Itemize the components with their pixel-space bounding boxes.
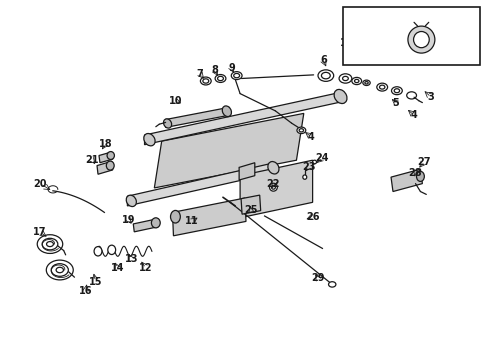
Ellipse shape	[171, 210, 180, 223]
Polygon shape	[133, 219, 158, 232]
Text: 7: 7	[196, 69, 203, 79]
Ellipse shape	[46, 260, 74, 280]
Text: 20: 20	[33, 179, 47, 189]
Ellipse shape	[339, 74, 352, 83]
Ellipse shape	[313, 160, 317, 164]
Text: 23: 23	[302, 162, 316, 172]
Text: 16: 16	[79, 286, 93, 296]
Ellipse shape	[268, 162, 279, 174]
Ellipse shape	[215, 75, 226, 82]
Text: 12: 12	[139, 263, 153, 273]
Ellipse shape	[231, 72, 242, 80]
Ellipse shape	[203, 79, 209, 83]
Text: 27: 27	[417, 157, 431, 167]
Ellipse shape	[126, 195, 136, 207]
Ellipse shape	[56, 267, 64, 273]
Polygon shape	[97, 161, 113, 174]
Ellipse shape	[303, 175, 307, 179]
Text: 24: 24	[316, 153, 329, 163]
Ellipse shape	[343, 76, 348, 81]
Ellipse shape	[108, 245, 116, 255]
Polygon shape	[239, 163, 255, 180]
Ellipse shape	[107, 152, 115, 159]
Text: 9: 9	[228, 63, 235, 73]
Text: 29: 29	[311, 273, 324, 283]
Ellipse shape	[363, 80, 370, 85]
Ellipse shape	[334, 89, 347, 104]
Ellipse shape	[144, 134, 155, 146]
Ellipse shape	[365, 82, 368, 84]
Ellipse shape	[414, 31, 429, 48]
Text: 11: 11	[185, 216, 199, 226]
Ellipse shape	[379, 85, 385, 89]
Text: 19: 19	[122, 215, 135, 225]
Ellipse shape	[407, 92, 416, 99]
Ellipse shape	[151, 218, 160, 228]
Ellipse shape	[297, 127, 306, 134]
Ellipse shape	[318, 70, 334, 81]
Polygon shape	[99, 152, 113, 163]
Ellipse shape	[352, 77, 362, 85]
Text: 2: 2	[384, 9, 391, 19]
Ellipse shape	[355, 79, 359, 83]
Polygon shape	[172, 198, 246, 236]
Text: 4: 4	[411, 110, 417, 120]
Polygon shape	[241, 195, 261, 214]
Ellipse shape	[47, 242, 53, 247]
Ellipse shape	[408, 26, 435, 53]
Text: 17: 17	[33, 227, 47, 237]
Text: 26: 26	[306, 212, 319, 222]
Ellipse shape	[271, 185, 275, 189]
Ellipse shape	[377, 83, 388, 91]
Text: 4: 4	[308, 132, 315, 142]
Text: 14: 14	[111, 263, 124, 273]
Text: 10: 10	[169, 96, 182, 106]
Text: 8: 8	[211, 65, 218, 75]
Ellipse shape	[234, 73, 240, 78]
Text: 5: 5	[392, 98, 399, 108]
Text: 13: 13	[124, 254, 138, 264]
Text: 3: 3	[428, 92, 435, 102]
Ellipse shape	[200, 77, 211, 85]
Ellipse shape	[106, 161, 114, 170]
Polygon shape	[145, 92, 343, 145]
Ellipse shape	[329, 282, 336, 287]
Ellipse shape	[94, 247, 102, 256]
Ellipse shape	[394, 89, 400, 93]
Ellipse shape	[299, 129, 303, 132]
Text: 28: 28	[409, 168, 422, 178]
Polygon shape	[391, 169, 422, 192]
Text: 21: 21	[85, 155, 99, 165]
Text: 25: 25	[244, 204, 258, 215]
Polygon shape	[166, 107, 229, 127]
Text: 22: 22	[267, 179, 280, 189]
Text: 1: 1	[340, 38, 346, 48]
Ellipse shape	[42, 238, 58, 250]
Ellipse shape	[164, 119, 171, 128]
Ellipse shape	[218, 76, 223, 81]
Bar	[343, 7, 480, 65]
Ellipse shape	[37, 235, 63, 253]
Ellipse shape	[222, 106, 231, 117]
Text: 6: 6	[320, 55, 327, 66]
Polygon shape	[127, 163, 274, 206]
Ellipse shape	[270, 183, 277, 191]
Ellipse shape	[392, 87, 402, 95]
Ellipse shape	[416, 171, 424, 181]
Ellipse shape	[321, 72, 330, 79]
Polygon shape	[240, 160, 313, 218]
Text: 15: 15	[89, 276, 102, 287]
Text: 18: 18	[98, 139, 112, 149]
Ellipse shape	[51, 264, 68, 276]
Polygon shape	[154, 113, 304, 188]
